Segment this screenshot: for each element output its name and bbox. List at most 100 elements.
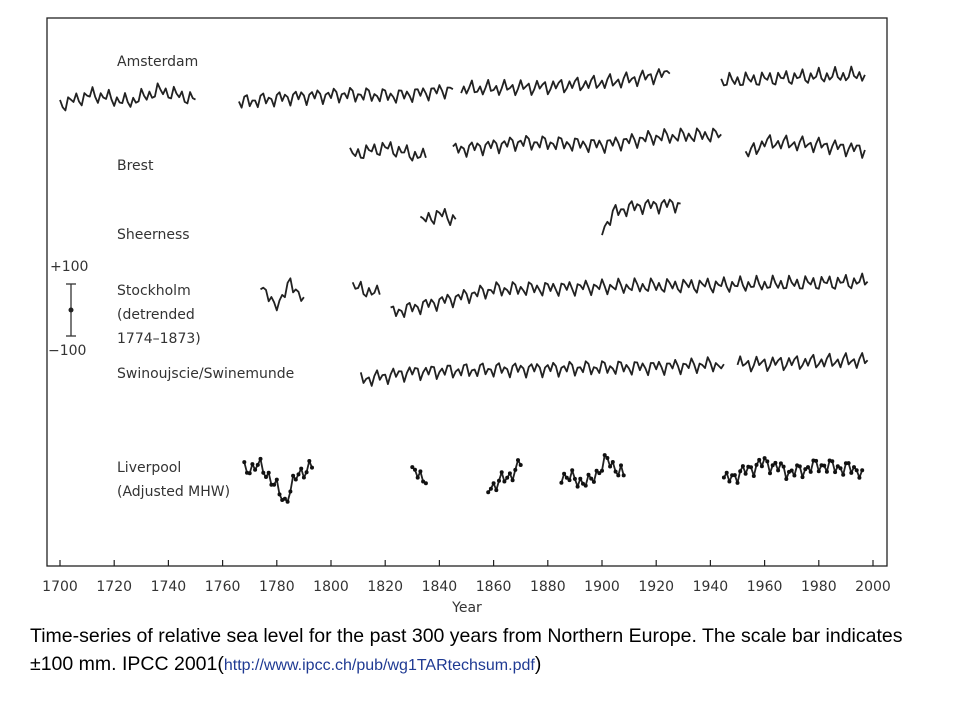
data-point <box>776 468 781 473</box>
data-point <box>740 464 745 469</box>
data-point <box>854 468 859 473</box>
site-labels: Amsterdam Brest Sheerness Stockholm (detrend… <box>117 54 294 500</box>
data-point <box>586 472 591 477</box>
data-point <box>415 475 420 480</box>
data-point <box>301 475 306 480</box>
series-liverpool-adjusted-mhw <box>242 453 865 504</box>
data-point <box>727 479 732 484</box>
data-point <box>757 457 762 462</box>
data-point <box>491 481 496 486</box>
series-segment <box>59 82 196 112</box>
data-point <box>597 471 602 476</box>
data-point <box>288 489 293 494</box>
data-point <box>610 460 615 464</box>
data-point <box>800 475 805 480</box>
data-point <box>255 462 260 467</box>
scale-bar-top-label: +100 <box>50 259 88 275</box>
data-point <box>743 471 748 476</box>
x-tick-label: 1760 <box>205 579 241 595</box>
data-point <box>572 476 577 481</box>
data-point <box>285 499 290 504</box>
series-segment <box>736 352 869 373</box>
data-point <box>778 461 783 466</box>
data-point <box>296 472 301 477</box>
data-point <box>762 456 767 461</box>
series-stockholm-detrended-1774-1873 <box>260 272 869 318</box>
data-point <box>600 468 604 473</box>
site-label: Liverpool <box>117 460 181 476</box>
data-point <box>784 477 789 481</box>
x-tick-label: 1900 <box>584 579 620 595</box>
site-label: Amsterdam <box>117 54 198 70</box>
data-point <box>277 492 282 497</box>
data-point <box>304 470 309 475</box>
x-tick-label: 1720 <box>96 579 132 595</box>
caption-text: Time-series of relative sea level for th… <box>30 625 903 675</box>
data-point <box>589 476 594 481</box>
data-point <box>575 484 580 489</box>
plot-frame <box>46 17 888 567</box>
series-segment <box>419 208 457 226</box>
x-axis-title: Year <box>451 600 482 616</box>
series-segment <box>390 272 869 318</box>
series-segment <box>359 356 725 387</box>
data-point <box>721 475 726 480</box>
data-point <box>860 468 865 473</box>
x-tick-label: 2000 <box>855 579 891 595</box>
data-point <box>773 460 778 465</box>
data-point <box>724 470 729 475</box>
site-label: Swinoujscie/Swinemunde <box>117 366 294 382</box>
data-point <box>735 480 740 485</box>
x-tick-label: 1880 <box>530 579 566 595</box>
data-point <box>808 469 813 474</box>
data-point <box>513 467 518 472</box>
data-point <box>846 461 851 466</box>
data-point <box>250 462 255 467</box>
data-point <box>261 470 266 475</box>
series-segment <box>238 84 454 109</box>
data-point <box>749 465 753 470</box>
series-segment <box>601 198 681 236</box>
data-point <box>410 465 415 470</box>
series-segment <box>744 134 866 159</box>
x-tick-label: 1780 <box>259 579 295 595</box>
data-point <box>518 463 523 467</box>
data-point <box>591 479 596 484</box>
data-point <box>497 478 501 483</box>
data-point <box>578 476 583 481</box>
data-point <box>824 469 829 474</box>
site-label: Stockholm <box>117 283 191 299</box>
data-point <box>738 469 743 474</box>
data-point <box>833 470 838 475</box>
data-point <box>732 473 737 478</box>
data-point <box>253 467 258 472</box>
data-point <box>567 478 572 483</box>
data-point <box>499 470 504 475</box>
series-amsterdam <box>59 65 866 112</box>
data-point <box>423 481 428 486</box>
data-point <box>258 456 263 461</box>
data-point <box>413 467 417 472</box>
x-tick-label: 1920 <box>638 579 674 595</box>
x-tick-label: 1860 <box>476 579 512 595</box>
data-point <box>282 496 287 501</box>
data-point <box>486 490 491 495</box>
data-point <box>608 464 613 469</box>
data-point <box>291 473 296 478</box>
data-point <box>830 459 835 464</box>
series-segment <box>487 459 522 493</box>
data-point <box>505 475 510 480</box>
x-tick-label: 1980 <box>801 579 837 595</box>
data-point <box>564 475 569 480</box>
data-point <box>621 473 626 478</box>
data-point <box>759 464 764 469</box>
caption-close: ) <box>534 653 542 675</box>
data-point <box>583 483 588 488</box>
data-point <box>242 460 247 465</box>
caption-link[interactable]: http://www.ipcc.ch/pub/wg1TARtechsum.pdf <box>223 657 535 674</box>
series-brest <box>349 127 866 162</box>
series-segment <box>720 65 866 87</box>
site-label: (Adjusted MHW) <box>117 484 230 500</box>
data-point <box>797 464 802 469</box>
data-point <box>814 458 819 463</box>
